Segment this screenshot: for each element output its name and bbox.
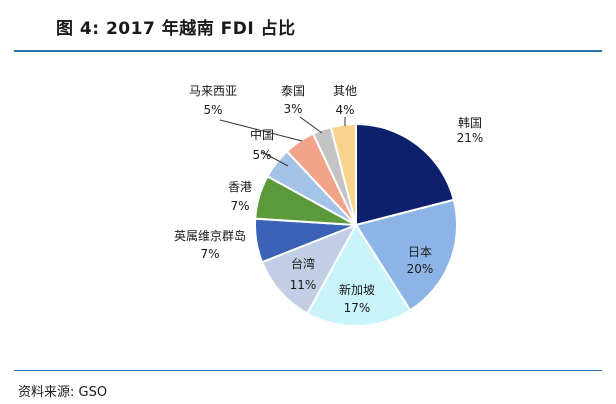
slice-label-value-0: 21% [457, 131, 484, 145]
source-divider [14, 370, 602, 371]
slice-label-name-0: 韩国 [458, 115, 482, 130]
slice-label-name-2: 新加坡 [339, 282, 375, 297]
slice-label-name-9: 其他 [333, 84, 357, 98]
pie-slice-0 [355, 122, 456, 227]
slice-label-value-1: 20% [407, 262, 434, 276]
slice-label-name-4: 英属维京群岛 [174, 228, 246, 243]
leader-line-6 [261, 151, 289, 167]
slice-label-name-1: 日本 [408, 245, 432, 259]
slice-label-value-8: 3% [283, 102, 302, 116]
slice-label-value-6: 5% [252, 148, 271, 162]
slice-label-value-5: 7% [230, 199, 249, 213]
leader-line-7 [219, 119, 303, 142]
slice-label-value-9: 4% [335, 103, 354, 117]
title-divider [14, 50, 602, 52]
pie-slice-2 [305, 223, 412, 327]
slice-label-name-5: 香港 [228, 180, 252, 194]
slice-label-name-8: 泰国 [281, 84, 305, 98]
chart-title: 图 4: 2017 年越南 FDI 占比 [56, 19, 296, 39]
source-note: 资料来源: GSO [18, 385, 108, 400]
pie-slice-9 [329, 122, 357, 226]
leader-line-8 [299, 116, 323, 134]
slice-label-value-7: 5% [203, 103, 222, 117]
pie-slice-3 [260, 223, 359, 315]
slice-label-name-7: 马来西亚 [189, 84, 237, 98]
slice-label-name-3: 台湾 [291, 256, 315, 271]
slice-label-name-6: 中国 [250, 127, 274, 142]
pie-slice-1 [354, 198, 458, 312]
slice-label-value-2: 17% [344, 301, 371, 315]
slice-label-value-4: 7% [200, 247, 219, 261]
slice-label-value-3: 11% [290, 278, 317, 292]
